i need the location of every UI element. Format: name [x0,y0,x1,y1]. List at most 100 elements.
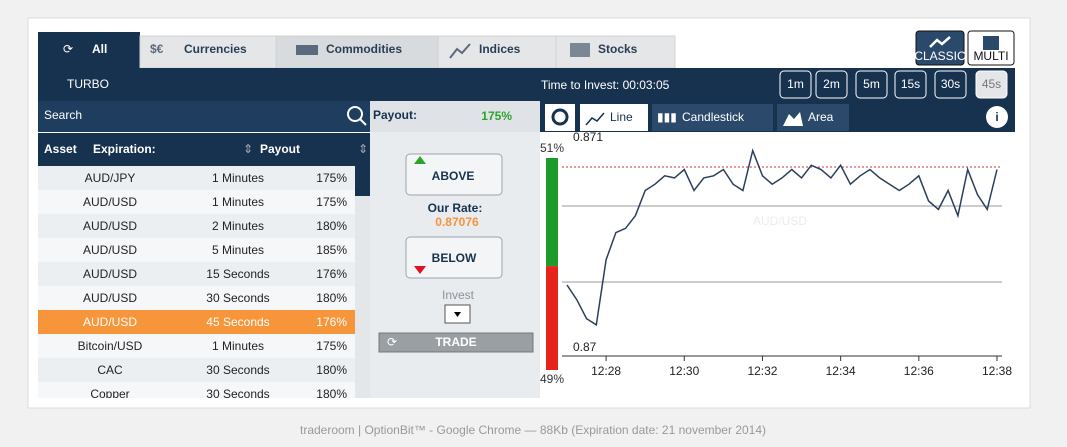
payout-cell: 175% [316,339,347,353]
asset-cell: Bitcoin/USD [78,339,143,353]
asset-cell: AUD/USD [83,243,137,257]
column-header[interactable]: Expiration: [93,142,156,156]
chart-tab-active[interactable] [580,104,648,131]
below-button[interactable] [405,236,503,279]
search-icon[interactable] [347,106,363,122]
period-button[interactable] [779,70,812,99]
period-button[interactable] [855,70,888,99]
payout-cell: 180% [316,387,347,401]
tab[interactable] [139,35,277,69]
payout-cell: 180% [316,219,347,233]
table-row[interactable] [38,310,355,334]
scrollbar-track [355,166,370,398]
table-row[interactable] [38,166,355,190]
period-button[interactable] [934,70,967,99]
search-icon [359,118,367,126]
period-label: 5m [863,77,880,91]
commodity-icon [296,45,318,55]
asset-cell: AUD/USD [83,195,137,209]
mode-button[interactable] [915,30,965,66]
trade-button[interactable] [378,332,534,353]
up-arrow [414,156,426,164]
scrollbar-thumb[interactable] [355,166,370,196]
asset-cell: AUD/USD [83,267,137,281]
tab-active[interactable] [38,32,140,68]
chart-tab[interactable] [652,104,773,131]
asset-cell: CAC [97,363,123,377]
tab-label: All [92,42,107,56]
sort-icon[interactable]: ⇕ [243,142,253,156]
period-button[interactable] [975,70,1008,99]
rate-value: 0.87076 [435,215,479,229]
payout-cell: 175% [316,171,347,185]
expiration-cell: 2 Minutes [212,219,264,233]
column-header[interactable]: Payout [260,142,300,156]
trade-label: TRADE [435,335,476,349]
sentiment-bar [546,266,558,370]
period-label: 15s [901,77,920,91]
expiration-cell: 30 Seconds [206,363,269,377]
search-bar[interactable] [38,101,370,132]
y-tick-label: 0.871 [573,130,603,144]
table-row[interactable] [38,358,355,382]
x-tick-label: 12:28 [591,364,621,378]
classic-icon [929,36,951,48]
table-row[interactable] [38,334,355,358]
period-button[interactable] [894,70,927,99]
invest-label: Invest [442,288,475,302]
sentiment-label: 49% [540,372,564,386]
indices-icon [449,43,471,59]
table-row[interactable] [38,214,355,238]
payout-cell: 175% [316,195,347,209]
sentiment-bar [546,158,558,267]
sort-icon[interactable]: ⇕ [358,142,368,156]
expiration-cell: 30 Seconds [206,291,269,305]
multi-icon [983,36,999,50]
expiration-cell: 1 Minutes [212,339,264,353]
expiration-cell: 1 Minutes [212,195,264,209]
info-icon: i [995,110,998,124]
table-row[interactable] [38,238,355,262]
expiration-cell: 5 Minutes [212,243,264,257]
asset-cell: AUD/USD [83,315,137,329]
above-button[interactable] [405,153,503,196]
payout-cell: 180% [316,363,347,377]
refresh-icon: ⟳ [63,42,73,56]
table-row[interactable] [38,262,355,286]
x-tick-label: 12:38 [982,364,1012,378]
table-row[interactable] [38,382,355,406]
column-header[interactable]: Asset [44,142,77,156]
x-tick-label: 12:36 [904,364,934,378]
tab-label: Currencies [184,42,247,56]
stocks-icon [570,43,590,57]
tab-label: Indices [479,42,521,56]
period-button[interactable] [815,70,848,99]
down-arrow [414,266,426,274]
mode-label: MULTI [973,49,1008,63]
section-title: TURBO [67,77,109,91]
chart-settings[interactable] [545,104,575,131]
expiration-cell: 45 Seconds [206,315,269,329]
footer: traderoom | OptionBit™ - Google Chrome —… [300,423,766,437]
sentiment-label: 51% [540,141,564,155]
period-label: 1m [787,77,804,91]
y-tick-label: 0.87 [573,340,597,354]
asset-cell: AUD/USD [83,291,137,305]
above-label: ABOVE [432,169,475,183]
line-icon [585,112,605,126]
chart-tab-label: Candlestick [682,110,745,124]
tab-label: Stocks [598,42,638,56]
table-row[interactable] [38,190,355,214]
expiration-cell: 1 Minutes [212,171,264,185]
asset-cell: AUD/JPY [85,171,136,185]
settings-icon [551,108,569,126]
period-label: 2m [823,77,840,91]
x-tick-label: 12:34 [826,364,856,378]
x-tick-label: 12:30 [669,364,699,378]
chart-watermark: AUD/USD [753,214,807,228]
payout-bar [370,101,540,132]
info-button[interactable] [986,106,1008,128]
area-icon [783,112,803,126]
table-row[interactable] [38,286,355,310]
